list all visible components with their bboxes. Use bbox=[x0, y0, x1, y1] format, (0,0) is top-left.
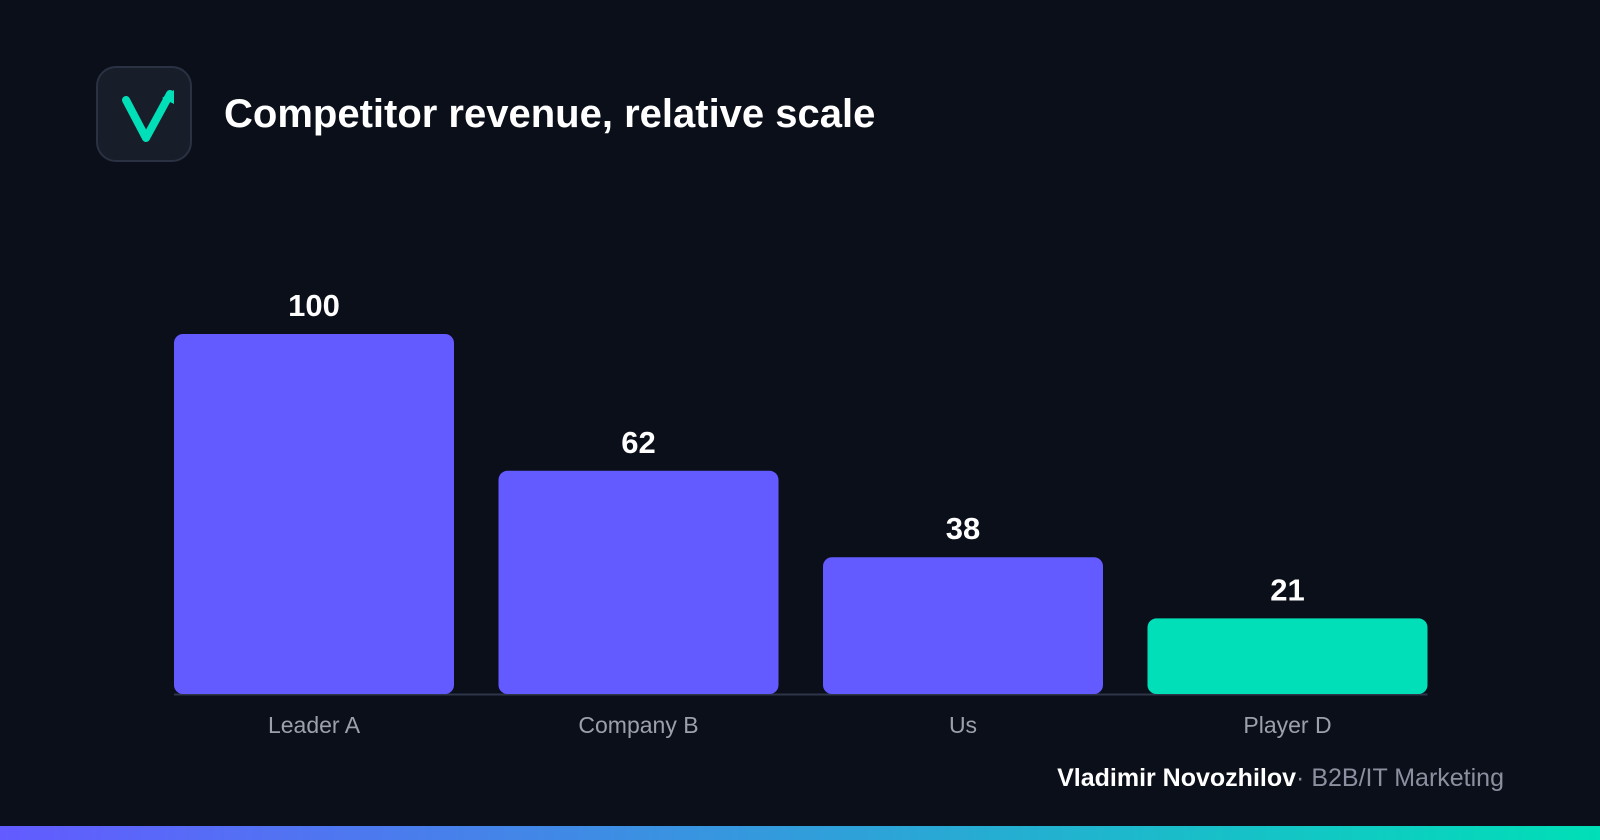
bar-value-label: 62 bbox=[621, 425, 655, 460]
bar-leader-a bbox=[174, 334, 454, 694]
bar-company-b bbox=[498, 470, 779, 694]
bar-value-label: 100 bbox=[288, 288, 340, 323]
category-label: Leader A bbox=[268, 712, 361, 738]
author-role: B2B/IT Marketing bbox=[1311, 764, 1504, 792]
bar-us bbox=[823, 557, 1103, 694]
category-label: Player D bbox=[1243, 712, 1331, 738]
bar-chart: 100 Leader A 62 Company B 38 Us 21 Player D bbox=[174, 288, 1428, 738]
category-label: Company B bbox=[578, 712, 698, 738]
footer-credit: Vladimir Novozhilov· B2B/IT Marketing bbox=[1057, 760, 1504, 796]
bar-player-d bbox=[1147, 618, 1428, 694]
category-label: Us bbox=[949, 712, 977, 738]
author-name: Vladimir Novozhilov bbox=[1057, 764, 1297, 792]
logo bbox=[96, 66, 192, 162]
bar-value-label: 38 bbox=[946, 511, 980, 546]
page-title: Competitor revenue, relative scale bbox=[224, 92, 876, 136]
credit-separator: · bbox=[1296, 764, 1305, 792]
gradient-bar bbox=[0, 826, 1600, 840]
checkmark-arrow-icon bbox=[122, 90, 174, 142]
bar-value-label: 21 bbox=[1270, 572, 1304, 607]
